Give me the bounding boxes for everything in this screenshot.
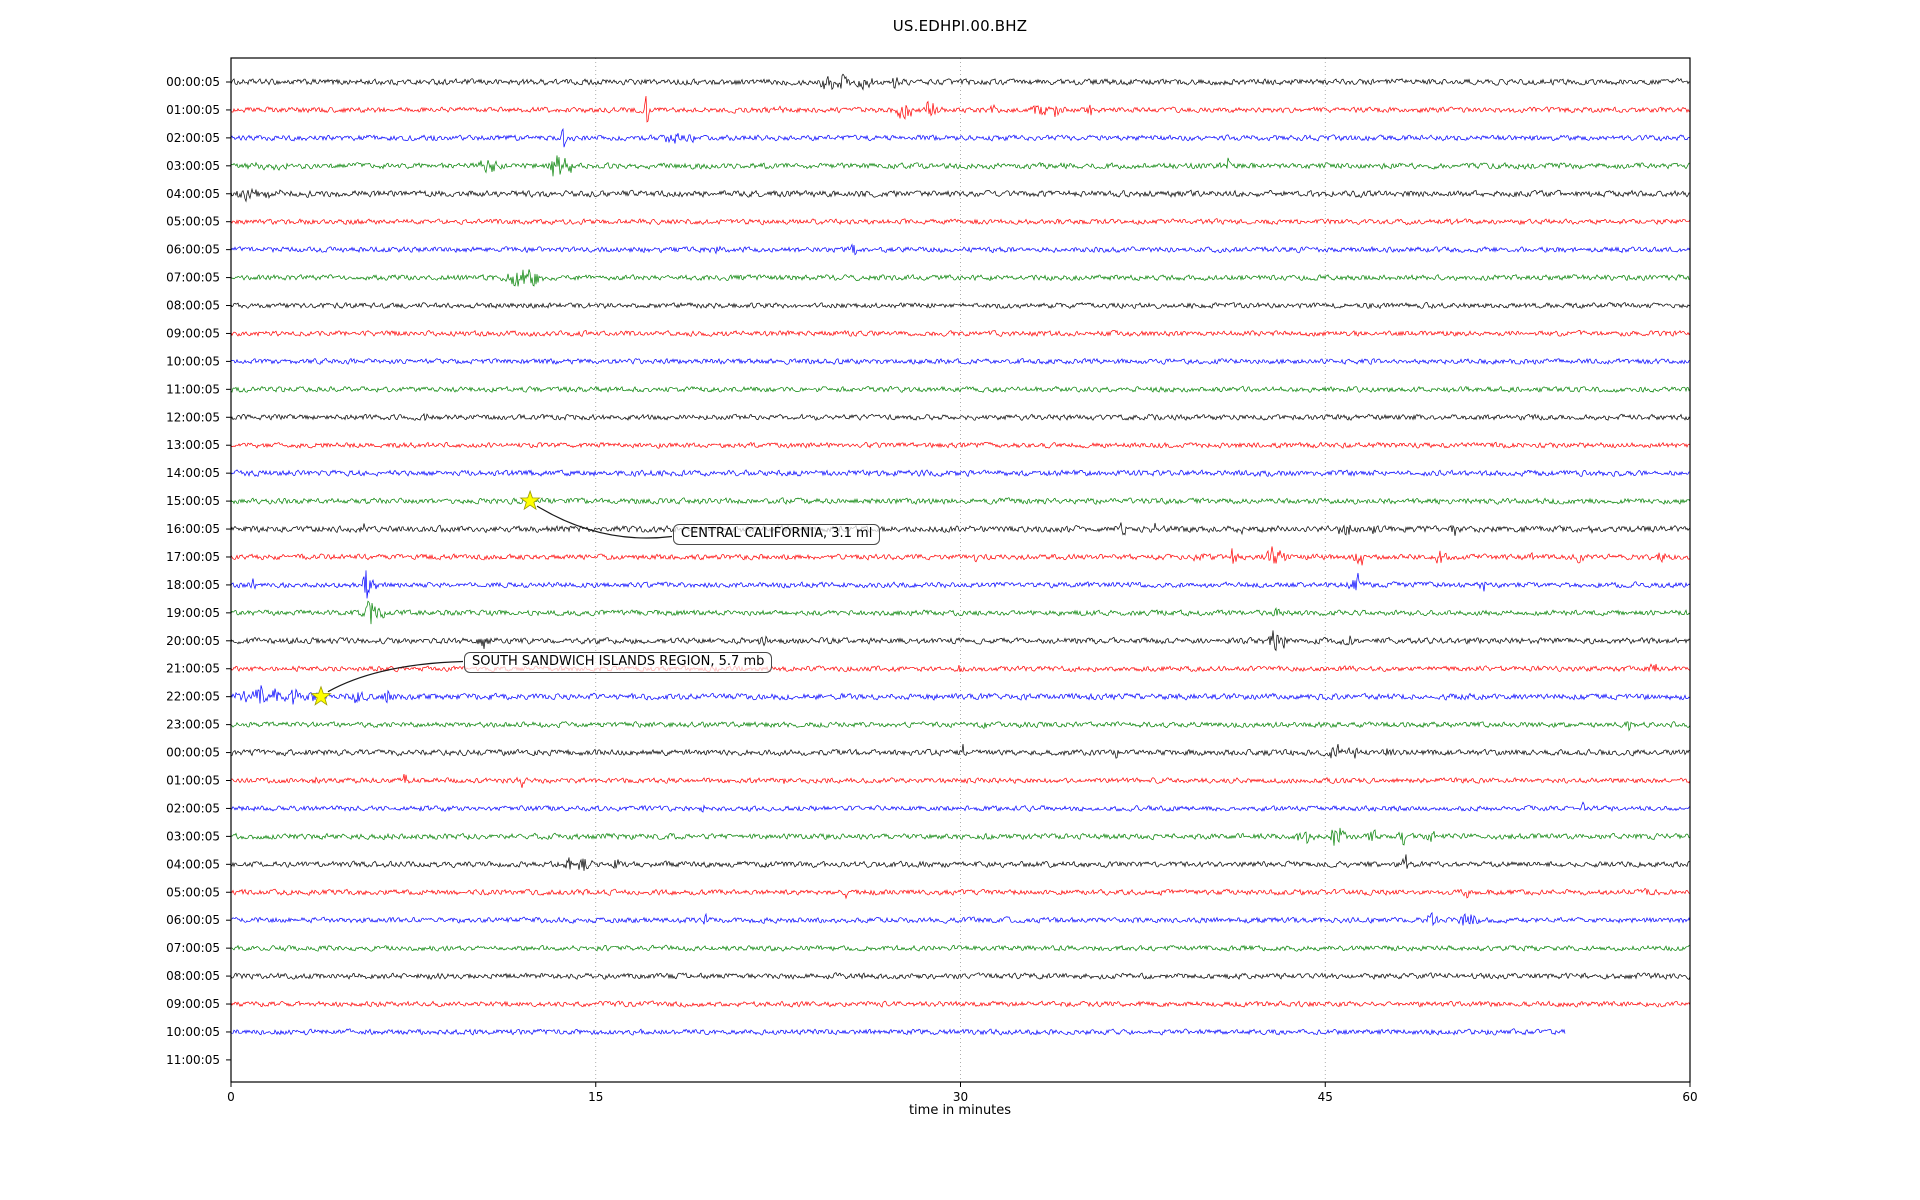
trace-row-17: [230, 546, 1691, 566]
trace-row-21: [230, 663, 1691, 673]
trace-row-7: [230, 269, 1691, 287]
y-tick-label-11: 11:00:05: [166, 382, 220, 396]
trace-row-28: [230, 854, 1691, 871]
trace-row-30: [230, 911, 1691, 927]
y-tick-label-26: 02:00:05: [166, 801, 220, 815]
y-tick-label-4: 04:00:05: [166, 187, 220, 201]
trace-row-29: [230, 887, 1691, 900]
trace-row-2: [230, 127, 1691, 148]
trace-row-4: [230, 187, 1691, 203]
event-star-icon-0: [519, 489, 541, 511]
trace-row-1: [230, 95, 1691, 123]
y-tick-label-6: 06:00:05: [166, 243, 220, 257]
y-tick-label-7: 07:00:05: [166, 271, 220, 285]
y-tick-label-35: 11:00:05: [166, 1053, 220, 1067]
y-tick-label-23: 23:00:05: [166, 718, 220, 732]
trace-row-18: [230, 570, 1691, 599]
plot-title: US.EDHPI.00.BHZ: [892, 17, 1028, 35]
trace-row-33: [230, 1000, 1691, 1008]
annotation-connector-1: [327, 660, 464, 693]
y-tick-label-13: 13:00:05: [166, 438, 220, 452]
y-tick-label-33: 09:00:05: [166, 997, 220, 1011]
y-tick-label-22: 22:00:05: [166, 690, 220, 704]
trace-row-0: [230, 73, 1691, 91]
y-tick-label-31: 07:00:05: [166, 941, 220, 955]
trace-row-27: [230, 827, 1691, 846]
trace-row-24: [230, 743, 1691, 759]
y-tick-label-9: 09:00:05: [166, 326, 220, 340]
gridlines: [595, 58, 1326, 1082]
annotation-connector-0: [536, 505, 673, 539]
y-tick-label-27: 03:00:05: [166, 829, 220, 843]
y-tick-label-10: 10:00:05: [166, 354, 220, 368]
y-tick-label-2: 02:00:05: [166, 131, 220, 145]
y-tick-label-21: 21:00:05: [166, 662, 220, 676]
trace-row-3: [230, 155, 1691, 177]
trace-row-16: [230, 522, 1691, 536]
x-tick-label-60: 60: [1682, 1090, 1697, 1104]
trace-row-11: [230, 385, 1691, 393]
trace-row-13: [230, 441, 1691, 449]
trace-row-31: [230, 944, 1690, 952]
y-tick-label-30: 06:00:05: [166, 913, 220, 927]
annotations: [310, 489, 673, 706]
event-annotation-south-sandwich: SOUTH SANDWICH ISLANDS REGION, 5.7 mb: [464, 652, 773, 673]
y-tick-label-15: 15:00:05: [166, 494, 220, 508]
y-tick-label-24: 00:00:05: [166, 746, 220, 760]
trace-row-9: [230, 329, 1691, 337]
y-tick-label-19: 19:00:05: [166, 606, 220, 620]
trace-row-10: [230, 357, 1691, 365]
trace-row-15: [230, 496, 1691, 506]
y-tick-label-18: 18:00:05: [166, 578, 220, 592]
y-tick-label-25: 01:00:05: [166, 774, 220, 788]
y-tick-label-20: 20:00:05: [166, 634, 220, 648]
trace-row-5: [230, 218, 1691, 226]
trace-row-19: [230, 600, 1691, 625]
x-axis-label: time in minutes: [908, 1103, 1012, 1118]
trace-row-8: [230, 301, 1691, 310]
event-annotation-central-california: CENTRAL CALIFORNIA, 3.1 ml: [673, 524, 881, 545]
trace-row-23: [230, 721, 1691, 732]
y-tick-label-8: 08:00:05: [166, 299, 220, 313]
y-tick-label-1: 01:00:05: [166, 103, 220, 117]
trace-row-12: [230, 412, 1691, 422]
axes: 00:00:05 01:00:05 02:00:05 03:00:05 04:00:05…: [166, 57, 1698, 1104]
y-tick-label-34: 10:00:05: [166, 1025, 220, 1039]
traces: [230, 73, 1691, 1036]
trace-row-26: [230, 801, 1691, 813]
trace-row-25: [230, 774, 1691, 788]
x-tick-label-15: 15: [588, 1090, 603, 1104]
trace-row-14: [230, 469, 1690, 478]
y-tick-label-12: 12:00:05: [166, 410, 220, 424]
y-tick-label-17: 17:00:05: [166, 550, 220, 564]
y-tick-label-28: 04:00:05: [166, 857, 220, 871]
x-tick-label-30: 30: [953, 1090, 968, 1104]
y-tick-label-16: 16:00:05: [166, 522, 220, 536]
x-tick-label-0: 0: [227, 1090, 235, 1104]
trace-row-32: [230, 972, 1691, 980]
trace-row-20: [230, 630, 1691, 652]
y-tick-label-5: 05:00:05: [166, 215, 220, 229]
y-tick-label-3: 03:00:05: [166, 159, 220, 173]
trace-row-34: [230, 1028, 1566, 1036]
y-tick-label-32: 08:00:05: [166, 969, 220, 983]
y-tick-label-0: 00:00:05: [166, 75, 220, 89]
y-tick-label-29: 05:00:05: [166, 885, 220, 899]
x-tick-label-45: 45: [1318, 1090, 1333, 1104]
trace-row-6: [230, 243, 1691, 256]
trace-row-22: [230, 685, 1691, 705]
event-star-icon-1: [310, 685, 332, 706]
y-tick-label-14: 14:00:05: [166, 466, 220, 480]
